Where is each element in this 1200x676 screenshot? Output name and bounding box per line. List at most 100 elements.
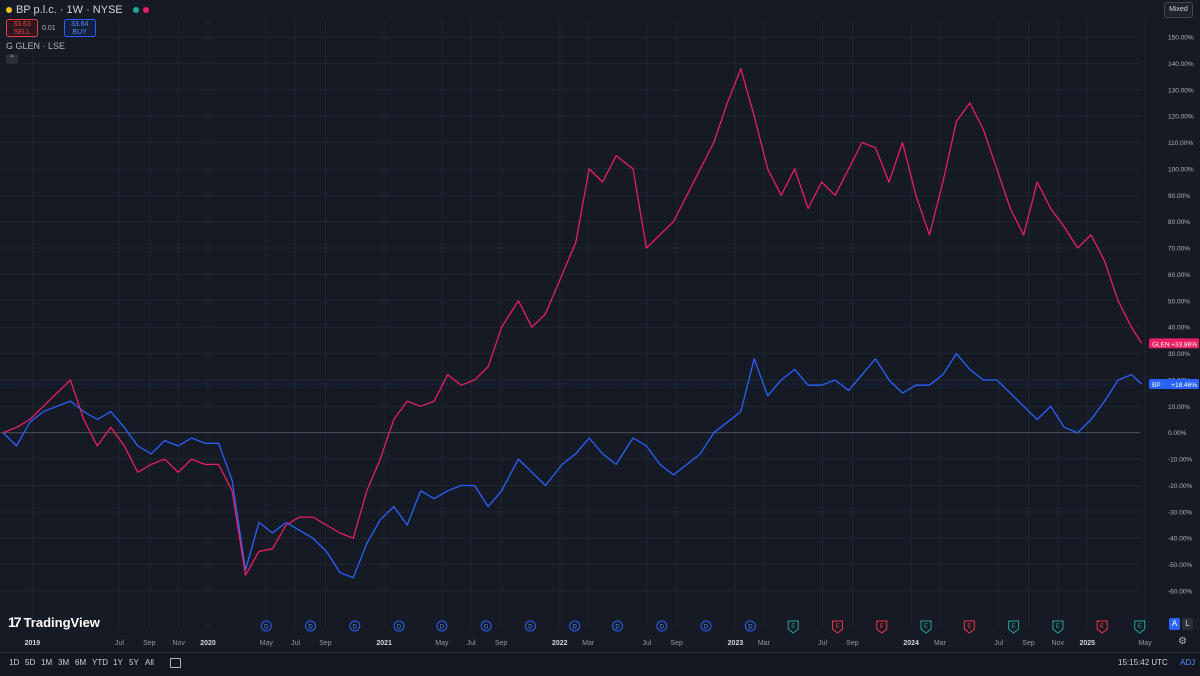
- y-tick-label: 110.00%: [1168, 140, 1193, 147]
- earnings-marker[interactable]: E: [1008, 620, 1020, 634]
- dividend-marker-label: D: [704, 625, 709, 631]
- tradingview-logo-mark: 17: [8, 614, 22, 630]
- x-tick-label: 2024: [903, 640, 919, 647]
- x-tick-label: 2019: [25, 640, 41, 647]
- tradingview-logo: 17 TradingView: [8, 614, 100, 630]
- last-value-badge: [1149, 338, 1199, 349]
- dividend-marker-circle: [260, 620, 272, 632]
- dividend-marker[interactable]: D: [656, 620, 668, 632]
- dividend-marker-circle: [349, 620, 361, 632]
- dividend-marker-circle: [656, 620, 668, 632]
- range-6m-button[interactable]: 6M: [75, 658, 87, 667]
- dividend-marker[interactable]: D: [744, 620, 756, 632]
- collapse-legend-button[interactable]: ⌃: [6, 54, 18, 64]
- y-tick-label: 10.00%: [1168, 404, 1190, 411]
- series-lines: [0, 68, 1143, 579]
- earnings-marker[interactable]: E: [920, 620, 932, 634]
- dividend-marker-circle: [480, 620, 492, 632]
- sell-button[interactable]: 33.63 SELL: [6, 19, 38, 37]
- price-scale-mode-button[interactable]: Mixed: [1164, 2, 1193, 18]
- x-tick-label: May: [260, 640, 274, 647]
- x-tick-label: 2021: [376, 640, 392, 647]
- buy-price: 33.64: [70, 21, 89, 28]
- dividend-marker[interactable]: D: [393, 620, 405, 632]
- auto-scale-button[interactable]: A: [1169, 618, 1180, 630]
- dividend-marker[interactable]: D: [436, 620, 448, 632]
- dividend-marker-label: D: [573, 625, 578, 631]
- dividend-marker-circle: [305, 620, 317, 632]
- earnings-marker-label: E: [880, 624, 884, 630]
- dividend-marker[interactable]: D: [524, 620, 536, 632]
- earnings-marker[interactable]: E: [1052, 620, 1064, 634]
- earnings-marker[interactable]: E: [787, 620, 799, 634]
- y-tick-label: 0.00%: [1168, 430, 1187, 437]
- earnings-marker-shape: [831, 620, 843, 634]
- buy-label: BUY: [72, 29, 87, 36]
- dividend-marker[interactable]: D: [305, 620, 317, 632]
- symbol-title: BP p.l.c. · 1W · NYSE: [16, 4, 123, 16]
- range-all-button[interactable]: All: [145, 658, 154, 667]
- y-tick-label: -20.00%: [1168, 483, 1192, 490]
- x-tick-label: Sep: [495, 640, 508, 647]
- tradingview-logo-text: TradingView: [23, 614, 100, 630]
- y-tick-label: -60.00%: [1168, 589, 1192, 596]
- x-tick-label: 2025: [1079, 640, 1095, 647]
- earnings-marker-shape: [1134, 620, 1146, 634]
- dividend-marker[interactable]: D: [612, 620, 624, 632]
- y-tick-label: -10.00%: [1168, 457, 1192, 464]
- bottom-toolbar: 1D 5D 1M 3M 6M YTD 1Y 5Y All 15:15:42 UT…: [0, 652, 1200, 676]
- earnings-marker-shape: [1052, 620, 1064, 634]
- earnings-marker-label: E: [835, 624, 839, 630]
- range-1y-button[interactable]: 1Y: [113, 658, 123, 667]
- x-tick-label: Jul: [818, 640, 827, 647]
- earnings-marker-shape: [1008, 620, 1020, 634]
- x-tick-label: Sep: [143, 640, 156, 647]
- dividend-marker[interactable]: D: [260, 620, 272, 632]
- x-tick-label: 2022: [552, 640, 568, 647]
- utc-clock[interactable]: 15:15:42 UTC: [1118, 658, 1168, 667]
- calendar-icon[interactable]: [170, 658, 181, 668]
- earnings-marker-label: E: [1012, 624, 1016, 630]
- earnings-marker[interactable]: E: [963, 620, 975, 634]
- range-3m-button[interactable]: 3M: [58, 658, 70, 667]
- last-value-percent: +33.86%: [1171, 341, 1197, 348]
- buy-button[interactable]: 33.64 BUY: [63, 19, 96, 37]
- range-1d-button[interactable]: 1D: [9, 658, 20, 667]
- dividend-marker[interactable]: D: [480, 620, 492, 632]
- gear-icon[interactable]: ⚙: [1178, 636, 1187, 647]
- grid-lines: [0, 20, 1146, 628]
- adj-toggle[interactable]: ADJ: [1180, 658, 1196, 667]
- earnings-marker[interactable]: E: [876, 620, 888, 634]
- earnings-marker-label: E: [967, 624, 971, 630]
- dividend-marker[interactable]: D: [700, 620, 712, 632]
- compare-symbol-icon: G: [6, 41, 14, 51]
- y-tick-label: 80.00%: [1168, 219, 1190, 226]
- dividend-marker[interactable]: D: [569, 620, 581, 632]
- dividend-marker-circle: [612, 620, 624, 632]
- x-tick-label: Jul: [291, 640, 300, 647]
- range-ytd-button[interactable]: YTD: [92, 658, 108, 667]
- y-tick-label: 100.00%: [1168, 166, 1194, 173]
- dividend-marker-label: D: [397, 625, 402, 631]
- symbol-title-row[interactable]: BP p.l.c. · 1W · NYSE: [6, 4, 149, 16]
- earnings-marker[interactable]: E: [831, 620, 843, 634]
- y-axis: 150.00% 140.00% 130.00% 120.00% 110.00% 100.0…: [1168, 35, 1194, 596]
- range-5y-button[interactable]: 5Y: [129, 658, 139, 667]
- earnings-marker[interactable]: E: [1096, 620, 1108, 634]
- spread-value: 0.01: [42, 24, 56, 32]
- earnings-marker-label: E: [1138, 624, 1142, 630]
- y-tick-label: -50.00%: [1168, 562, 1192, 569]
- range-1m-button[interactable]: 1M: [41, 658, 53, 667]
- log-scale-button[interactable]: L: [1182, 618, 1193, 630]
- x-tick-label: 2023: [728, 640, 744, 647]
- status-green-icon: [132, 7, 139, 13]
- earnings-marker[interactable]: E: [1134, 620, 1146, 634]
- earnings-marker-label: E: [924, 624, 928, 630]
- earnings-marker-shape: [876, 620, 888, 634]
- range-5d-button[interactable]: 5D: [25, 658, 36, 667]
- earnings-marker-shape: [963, 620, 975, 634]
- dividend-marker[interactable]: D: [349, 620, 361, 632]
- compare-symbol-row[interactable]: G GLEN · LSE: [6, 41, 149, 51]
